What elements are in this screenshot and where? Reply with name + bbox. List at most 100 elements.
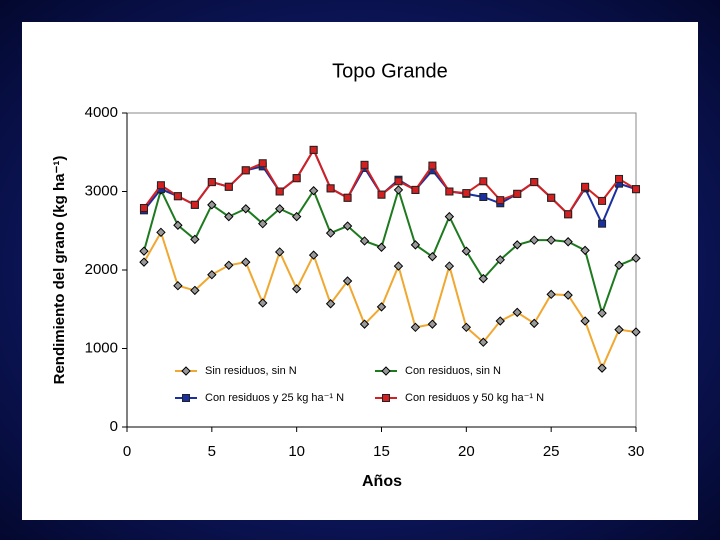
- marker: [139, 203, 148, 212]
- x-tick-label: 20: [458, 443, 475, 460]
- legend-label: Con residuos, sin N: [405, 365, 501, 377]
- marker: [478, 337, 489, 347]
- marker: [496, 196, 505, 205]
- marker: [224, 182, 233, 191]
- marker: [376, 302, 387, 312]
- marker: [445, 187, 454, 196]
- marker: [614, 260, 624, 270]
- marker: [342, 221, 353, 231]
- marker: [614, 324, 624, 335]
- legend-label: Con residuos y 25 kg ha⁻¹ N: [205, 392, 344, 404]
- marker: [173, 192, 182, 201]
- marker: [546, 235, 556, 245]
- marker: [394, 177, 403, 186]
- marker: [462, 189, 471, 198]
- marker: [241, 166, 250, 175]
- marker: [309, 145, 318, 154]
- y-axis-label: Rendimiento del grano (kg ha⁻¹): [51, 156, 68, 385]
- marker: [377, 190, 386, 199]
- marker: [190, 234, 200, 245]
- marker: [173, 220, 183, 230]
- marker: [461, 322, 472, 333]
- marker: [564, 210, 573, 219]
- x-axis-label: Años: [362, 473, 402, 490]
- marker: [580, 316, 590, 326]
- legend-marker: [181, 366, 191, 376]
- marker: [393, 185, 404, 195]
- marker: [139, 246, 149, 256]
- marker: [291, 211, 302, 222]
- marker: [632, 185, 640, 194]
- marker: [479, 192, 488, 201]
- legend-marker: [382, 394, 390, 402]
- marker: [427, 251, 438, 262]
- marker: [479, 177, 488, 186]
- marker: [156, 181, 165, 190]
- marker: [631, 253, 641, 263]
- marker: [547, 193, 556, 202]
- marker: [427, 319, 438, 329]
- marker: [325, 228, 336, 238]
- marker: [444, 261, 455, 271]
- marker: [258, 159, 267, 168]
- marker: [581, 182, 590, 191]
- marker: [546, 289, 556, 300]
- marker: [580, 245, 590, 256]
- y-tick-label: 0: [110, 418, 118, 435]
- marker: [411, 185, 420, 194]
- marker: [291, 284, 302, 294]
- marker: [343, 193, 352, 202]
- legend-marker: [182, 394, 190, 402]
- marker: [444, 211, 455, 222]
- marker: [190, 285, 200, 296]
- marker: [461, 246, 472, 256]
- y-tick-label: 3000: [85, 182, 118, 199]
- y-tick-label: 2000: [85, 261, 118, 278]
- plot-area: [126, 112, 637, 428]
- marker: [326, 184, 335, 193]
- marker: [139, 257, 149, 267]
- marker: [513, 189, 522, 198]
- marker: [512, 240, 522, 250]
- marker: [393, 261, 404, 271]
- marker: [173, 280, 183, 291]
- marker: [156, 227, 166, 238]
- marker: [360, 160, 369, 169]
- marker: [292, 174, 301, 183]
- marker: [258, 218, 268, 229]
- x-tick-label: 15: [373, 443, 390, 460]
- marker: [410, 322, 421, 333]
- marker: [241, 257, 251, 267]
- marker: [615, 174, 624, 183]
- y-tick-label: 4000: [85, 104, 118, 121]
- marker: [274, 204, 285, 214]
- x-tick-label: 25: [543, 443, 560, 460]
- marker: [207, 270, 217, 280]
- marker: [207, 200, 217, 210]
- marker: [530, 178, 539, 187]
- marker: [495, 316, 505, 326]
- marker: [597, 363, 607, 373]
- marker: [190, 200, 199, 209]
- marker: [598, 196, 607, 205]
- marker: [308, 186, 319, 196]
- marker: [598, 219, 607, 228]
- marker: [529, 235, 539, 245]
- marker: [274, 247, 285, 257]
- marker: [224, 260, 234, 270]
- legend-label: Con residuos y 50 kg ha⁻¹ N: [405, 392, 544, 404]
- marker: [376, 242, 387, 252]
- chart-title: Topo Grande: [332, 60, 448, 82]
- marker: [308, 250, 319, 260]
- legend-label: Sin residuos, sin N: [205, 365, 297, 377]
- marker: [512, 307, 522, 318]
- marker: [410, 240, 421, 250]
- marker: [275, 187, 284, 196]
- marker: [359, 319, 370, 329]
- x-tick-label: 30: [628, 443, 645, 460]
- marker: [529, 318, 539, 329]
- marker: [631, 327, 641, 337]
- x-tick-label: 10: [288, 443, 305, 460]
- marker: [342, 276, 353, 286]
